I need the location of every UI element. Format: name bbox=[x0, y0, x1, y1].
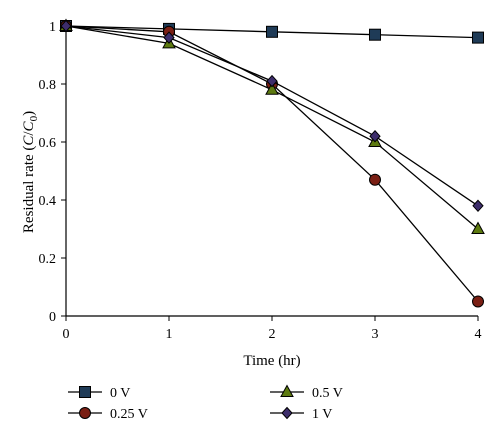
y-tick-label: 0.4 bbox=[39, 194, 57, 209]
y-axis-title: Residual rate (C/C0) bbox=[21, 111, 40, 233]
legend-item: 0.25 V bbox=[68, 407, 148, 422]
legend: 0 V 0.25 V 0.5 V 1 V bbox=[68, 384, 343, 422]
data-point bbox=[472, 31, 484, 44]
series-0V bbox=[60, 20, 484, 44]
legend-label: 0.25 V bbox=[110, 407, 148, 422]
y-axis-title-subscript: 0 bbox=[28, 115, 40, 121]
series-line bbox=[65, 25, 479, 207]
data-point bbox=[471, 221, 485, 234]
legend-label: 0.5 V bbox=[312, 386, 343, 401]
series-1V bbox=[60, 19, 484, 213]
data-point bbox=[472, 295, 484, 308]
legend-marker bbox=[280, 384, 294, 397]
data-point bbox=[163, 31, 175, 44]
y-axis-title-c0: C bbox=[21, 120, 37, 131]
y-axis-title-prefix: Residual rate ( bbox=[21, 146, 37, 233]
series-line bbox=[65, 25, 479, 230]
x-tick-label: 2 bbox=[269, 327, 276, 342]
data-point bbox=[266, 74, 278, 88]
y-axis-title-slash: / bbox=[21, 131, 37, 136]
y-tick-label: 0.2 bbox=[39, 252, 57, 267]
data-point bbox=[266, 25, 278, 38]
y-tick-label: 0.8 bbox=[39, 78, 57, 93]
legend-label: 0 V bbox=[110, 386, 130, 401]
x-tick-label: 1 bbox=[166, 327, 173, 342]
y-tick-label: 0 bbox=[49, 310, 56, 325]
x-axis-title: Time (hr) bbox=[243, 353, 300, 369]
y-tick-label: 0.6 bbox=[39, 136, 57, 151]
y-axis-title-c: C bbox=[21, 135, 37, 146]
data-point bbox=[472, 199, 484, 213]
data-point bbox=[369, 129, 381, 143]
data-point bbox=[265, 82, 279, 95]
data-point bbox=[60, 19, 72, 33]
axes: 0 0.2 0.4 0.6 0.8 1 0 1 2 3 4 bbox=[39, 20, 482, 342]
y-axis-title-suffix: ) bbox=[21, 111, 37, 116]
series-0-25V bbox=[60, 20, 484, 308]
data-point bbox=[369, 28, 381, 41]
legend-item: 0.5 V bbox=[270, 384, 343, 401]
legend-item: 0 V bbox=[68, 386, 130, 401]
y-tick-label: 1 bbox=[49, 20, 56, 35]
x-tick-label: 4 bbox=[475, 327, 482, 342]
x-tick-label: 3 bbox=[372, 327, 379, 342]
series-0-5V bbox=[59, 18, 485, 234]
legend-marker bbox=[79, 407, 91, 419]
series-group bbox=[59, 18, 485, 308]
data-point bbox=[369, 173, 381, 186]
legend-item: 1 V bbox=[270, 406, 332, 422]
legend-marker bbox=[281, 406, 293, 420]
legend-marker bbox=[79, 386, 91, 398]
legend-label: 1 V bbox=[312, 407, 332, 422]
x-tick-label: 0 bbox=[63, 327, 70, 342]
